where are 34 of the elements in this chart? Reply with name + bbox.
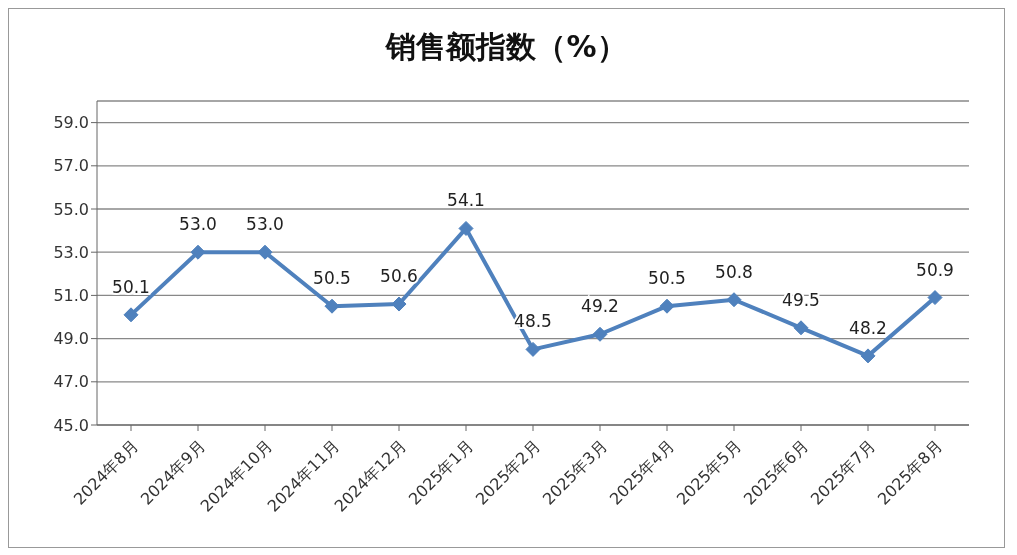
point [726, 292, 742, 308]
data-label: 53.0 [179, 214, 217, 235]
y-tick-label: 49.0 [53, 329, 89, 349]
data-label: 53.0 [246, 214, 284, 235]
data-label: 49.5 [782, 289, 820, 310]
point [659, 298, 675, 314]
point [257, 244, 273, 260]
point [860, 348, 876, 364]
y-tick-label: 57.0 [53, 156, 89, 176]
data-label: 50.9 [916, 259, 954, 280]
data-label: 50.6 [380, 266, 418, 287]
data-label: 50.5 [313, 268, 351, 289]
y-tick-label: 59.0 [53, 113, 89, 133]
y-tick-label: 55.0 [53, 199, 89, 219]
point [525, 341, 541, 357]
point [793, 320, 809, 336]
data-label: 49.2 [581, 296, 619, 317]
point [391, 296, 407, 312]
point [592, 326, 608, 342]
y-tick-label: 45.0 [53, 415, 89, 435]
y-tick-label: 53.0 [53, 242, 89, 262]
data-label: 50.1 [112, 276, 150, 297]
point [458, 220, 474, 236]
data-label: 48.2 [849, 317, 887, 338]
data-label: 50.5 [648, 268, 686, 289]
point [190, 244, 206, 260]
point [324, 298, 340, 314]
chart-title: 销售额指数（%） [384, 28, 628, 66]
data-label: 54.1 [447, 190, 485, 211]
y-tick-label: 51.0 [53, 286, 89, 306]
y-tick-label: 47.0 [53, 372, 89, 392]
point [123, 307, 139, 323]
point [927, 290, 943, 306]
data-label: 50.8 [715, 261, 753, 282]
